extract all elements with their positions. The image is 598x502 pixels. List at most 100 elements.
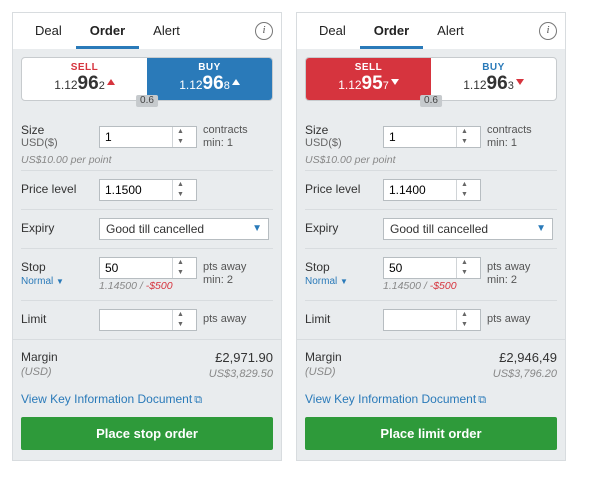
size-hint: US$10.00 per point — [21, 154, 273, 166]
chevron-down-icon: ▼ — [340, 277, 348, 286]
place-order-button[interactable]: Place stop order — [21, 417, 273, 450]
tab-deal[interactable]: Deal — [21, 13, 76, 49]
price-input[interactable] — [384, 180, 456, 200]
limit-label: Limit — [21, 312, 99, 326]
sell-side[interactable]: SELL 1.12957 — [306, 58, 431, 100]
price-label: Price level — [21, 182, 99, 196]
size-input[interactable] — [100, 127, 172, 147]
step-up-icon[interactable]: ▲ — [173, 180, 188, 190]
stop-after: pts awaymin: 2 — [203, 261, 246, 287]
stop-hint: 1.14500 / -$500 — [383, 280, 481, 292]
step-up-icon[interactable]: ▲ — [173, 310, 188, 320]
buy-price: 1.12963 — [431, 73, 556, 95]
step-up-icon[interactable]: ▲ — [173, 258, 188, 268]
step-down-icon[interactable]: ▼ — [173, 137, 188, 147]
order-ticket-left: Deal Order Alert i SELL 1.12962 BUY 1.12… — [12, 12, 282, 461]
step-down-icon[interactable]: ▼ — [173, 268, 188, 278]
size-stepper[interactable]: ▲▼ — [383, 126, 481, 148]
price-stepper[interactable]: ▲▼ — [99, 179, 197, 201]
buy-label: BUY — [431, 62, 556, 73]
stop-stepper[interactable]: ▲▼ — [383, 257, 481, 279]
size-stepper[interactable]: ▲▼ — [99, 126, 197, 148]
step-up-icon[interactable]: ▲ — [457, 258, 472, 268]
size-hint: US$10.00 per point — [305, 154, 557, 166]
sell-label: SELL — [306, 62, 431, 73]
spread-badge: 0.6 — [420, 95, 442, 107]
tabs: Deal Order Alert i — [13, 13, 281, 49]
size-after: contractsmin: 1 — [487, 124, 532, 150]
stop-label: Stop Normal ▼ — [21, 260, 99, 288]
info-icon[interactable]: i — [255, 22, 273, 40]
stop-after: pts awaymin: 2 — [487, 261, 530, 287]
tab-order[interactable]: Order — [360, 13, 423, 49]
buy-side[interactable]: BUY 1.12968 — [147, 58, 272, 100]
step-down-icon[interactable]: ▼ — [173, 190, 188, 200]
step-down-icon[interactable]: ▼ — [457, 137, 472, 147]
chevron-down-icon: ▼ — [536, 223, 546, 234]
step-down-icon[interactable]: ▼ — [173, 320, 188, 330]
step-up-icon[interactable]: ▲ — [457, 127, 472, 137]
price-input[interactable] — [100, 180, 172, 200]
margin-footer: Margin (USD) £2,946,49 US$3,796.20 — [297, 339, 565, 388]
step-up-icon[interactable]: ▲ — [457, 180, 472, 190]
arrow-down-icon — [391, 79, 399, 85]
buy-label: BUY — [147, 62, 272, 73]
arrow-down-icon — [516, 79, 524, 85]
tab-alert[interactable]: Alert — [139, 13, 194, 49]
limit-stepper[interactable]: ▲▼ — [99, 309, 197, 331]
tab-order[interactable]: Order — [76, 13, 139, 49]
limit-after: pts away — [203, 313, 246, 326]
step-down-icon[interactable]: ▼ — [457, 190, 472, 200]
place-order-button[interactable]: Place limit order — [305, 417, 557, 450]
expiry-value: Good till cancelled — [390, 222, 488, 236]
kid-link[interactable]: View Key Information Document ⧉ — [297, 388, 565, 415]
sell-price: 1.12957 — [306, 73, 431, 95]
margin-label: Margin — [305, 350, 342, 364]
step-up-icon[interactable]: ▲ — [457, 310, 472, 320]
limit-after: pts away — [487, 313, 530, 326]
stop-hint: 1.14500 / -$500 — [99, 280, 197, 292]
external-link-icon: ⧉ — [194, 394, 202, 407]
margin-value-usd: US$3,796.20 — [493, 368, 557, 380]
order-ticket-right: Deal Order Alert i SELL 1.12957 BUY 1.12… — [296, 12, 566, 461]
margin-value-usd: US$3,829.50 — [209, 368, 273, 380]
size-label: Size USD($) — [21, 123, 99, 151]
limit-label: Limit — [305, 312, 383, 326]
step-down-icon[interactable]: ▼ — [457, 268, 472, 278]
size-input[interactable] — [384, 127, 456, 147]
sell-label: SELL — [22, 62, 147, 73]
chevron-down-icon: ▼ — [56, 277, 64, 286]
tabs: Deal Order Alert i — [297, 13, 565, 49]
buy-price: 1.12968 — [147, 73, 272, 95]
size-after: contractsmin: 1 — [203, 124, 248, 150]
limit-stepper[interactable]: ▲▼ — [383, 309, 481, 331]
stop-type-link[interactable]: Normal ▼ — [21, 276, 64, 287]
info-icon[interactable]: i — [539, 22, 557, 40]
limit-input[interactable] — [100, 310, 172, 330]
expiry-label: Expiry — [305, 221, 383, 235]
stop-stepper[interactable]: ▲▼ — [99, 257, 197, 279]
limit-input[interactable] — [384, 310, 456, 330]
stop-type-link[interactable]: Normal ▼ — [305, 276, 348, 287]
step-down-icon[interactable]: ▼ — [457, 320, 472, 330]
expiry-select[interactable]: Good till cancelled ▼ — [383, 218, 553, 240]
spread-badge: 0.6 — [136, 95, 158, 107]
expiry-label: Expiry — [21, 221, 99, 235]
step-up-icon[interactable]: ▲ — [173, 127, 188, 137]
stop-input[interactable] — [384, 258, 456, 278]
stop-input[interactable] — [100, 258, 172, 278]
tab-alert[interactable]: Alert — [423, 13, 478, 49]
external-link-icon: ⧉ — [478, 394, 486, 407]
tab-deal[interactable]: Deal — [305, 13, 360, 49]
price-stepper[interactable]: ▲▼ — [383, 179, 481, 201]
chevron-down-icon: ▼ — [252, 223, 262, 234]
sell-side[interactable]: SELL 1.12962 — [22, 58, 147, 100]
kid-link[interactable]: View Key Information Document ⧉ — [13, 388, 281, 415]
buy-side[interactable]: BUY 1.12963 — [431, 58, 556, 100]
margin-value: £2,971.90 — [215, 350, 273, 365]
margin-sublabel: (USD) — [21, 366, 52, 378]
price-label: Price level — [305, 182, 383, 196]
expiry-select[interactable]: Good till cancelled ▼ — [99, 218, 269, 240]
expiry-value: Good till cancelled — [106, 222, 204, 236]
arrow-up-icon — [232, 79, 240, 85]
